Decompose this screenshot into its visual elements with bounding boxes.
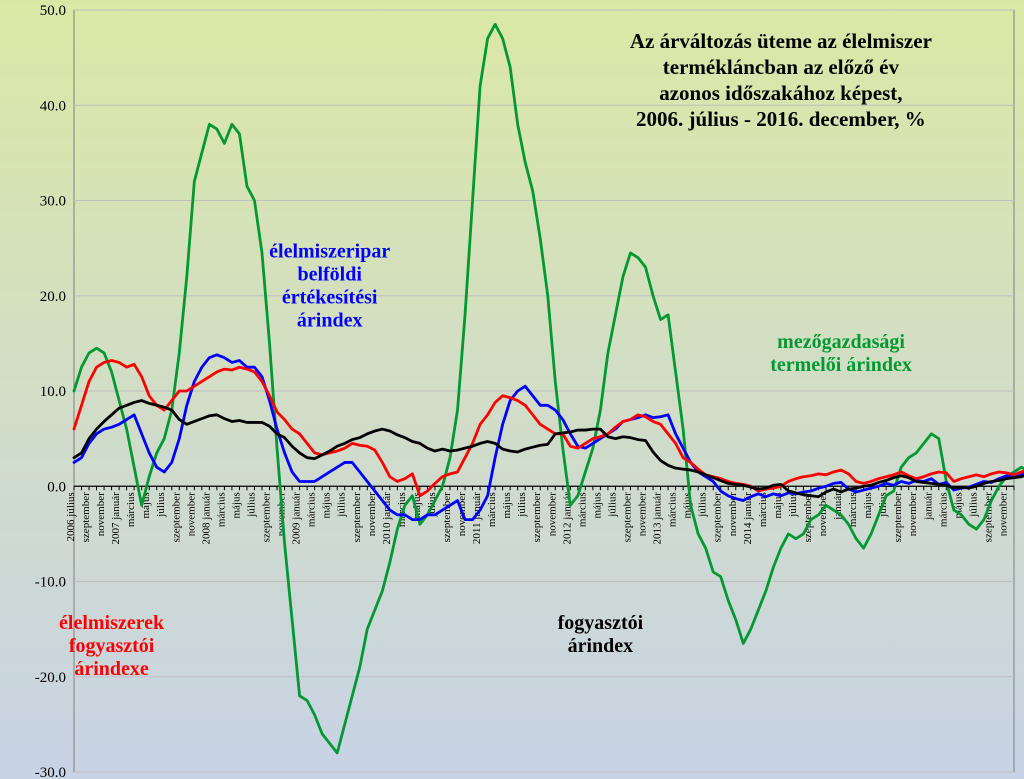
- x-tick-label: május: [230, 492, 242, 518]
- y-tick-label: 50.0: [40, 3, 66, 19]
- x-tick-label: szeptember: [80, 492, 92, 542]
- x-tick-label: július: [697, 492, 709, 517]
- x-tick-label: január: [922, 492, 934, 521]
- x-tick-label: szeptember: [621, 492, 633, 542]
- x-tick-label: július: [967, 492, 979, 517]
- x-tick-label: március: [937, 492, 949, 527]
- x-tick-label: július: [606, 492, 618, 517]
- x-tick-label: július: [155, 492, 167, 517]
- x-tick-label: november: [907, 492, 919, 536]
- x-tick-label: március: [306, 492, 318, 527]
- x-tick-label: július: [787, 492, 799, 517]
- x-tick-label: május: [862, 492, 874, 518]
- series-label: fogyasztóiárindex: [558, 612, 644, 657]
- x-tick-label: május: [501, 492, 513, 518]
- x-tick-label: 2012 január: [561, 492, 573, 545]
- x-tick-label: 2007 január: [110, 492, 122, 545]
- x-tick-label: november: [95, 492, 107, 536]
- x-tick-label: 2008 január: [200, 492, 212, 545]
- x-tick-label: november: [185, 492, 197, 536]
- x-tick-label: május: [321, 492, 333, 518]
- x-tick-label: november: [546, 492, 558, 536]
- x-tick-label: 2013 január: [652, 492, 664, 545]
- x-tick-label: március: [667, 492, 679, 527]
- x-tick-label: május: [591, 492, 603, 518]
- x-tick-label: március: [396, 492, 408, 527]
- x-tick-label: március: [125, 492, 137, 527]
- x-tick-label: 2006 július: [65, 492, 77, 541]
- x-tick-label: július: [336, 492, 348, 517]
- x-tick-label: november: [366, 492, 378, 536]
- x-tick-label: szeptember: [712, 492, 724, 542]
- line-chart: -30.0 -20.0 -10.0 0.0 10.0 20.0 30.0 40.0 50.0 20…: [0, 0, 1024, 779]
- y-tick-label: 0.0: [47, 479, 66, 495]
- y-tick-label: 10.0: [40, 384, 66, 400]
- x-tick-label: szeptember: [170, 492, 182, 542]
- x-tick-label: szeptember: [531, 492, 543, 542]
- x-tick-label: 2009 január: [291, 492, 303, 545]
- y-tick-label: -20.0: [35, 670, 66, 686]
- x-tick-label: szeptember: [892, 492, 904, 542]
- x-tick-label: július: [516, 492, 528, 517]
- y-tick-label: 20.0: [40, 289, 66, 305]
- x-tick-label: július: [245, 492, 257, 517]
- x-tick-label: március: [847, 492, 859, 527]
- y-tick-label: 40.0: [40, 98, 66, 114]
- x-tick-label: november: [997, 492, 1009, 536]
- x-tick-label: szeptember: [441, 492, 453, 542]
- y-tick-label: -10.0: [35, 575, 66, 591]
- y-tick-label: -30.0: [35, 765, 66, 779]
- y-tick-label: 30.0: [40, 194, 66, 210]
- x-tick-label: november: [637, 492, 649, 536]
- x-tick-label: március: [215, 492, 227, 527]
- x-tick-label: szeptember: [351, 492, 363, 542]
- x-tick-label: szeptember: [261, 492, 273, 542]
- series-label: mezőgazdaságitermelői árindex: [770, 331, 912, 376]
